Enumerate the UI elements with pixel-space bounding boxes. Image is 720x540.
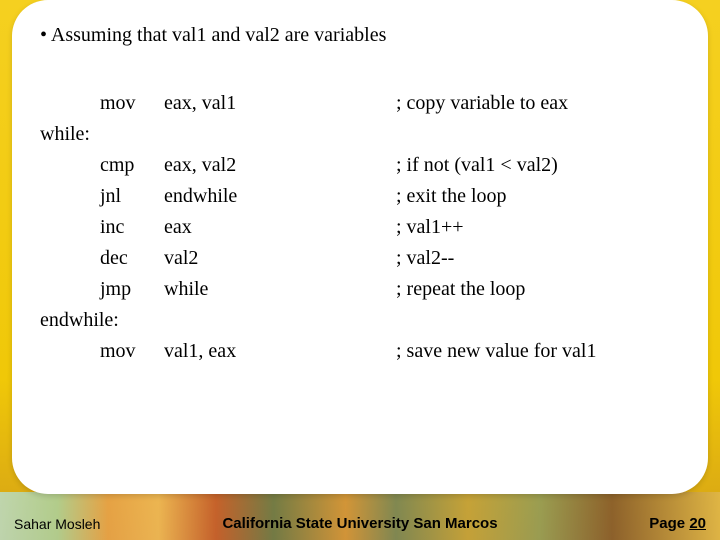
slide-heading: • Assuming that val1 and val2 are variab… xyxy=(40,22,680,48)
code-comment: ; exit the loop xyxy=(396,181,680,212)
code-row: jnlendwhile; exit the loop xyxy=(40,181,680,212)
footer-bar: Sahar Mosleh California State University… xyxy=(0,515,720,532)
code-mnemonic: dec xyxy=(100,243,164,274)
code-row: decval2; val2-- xyxy=(40,243,680,274)
code-operand: val1, eax xyxy=(164,336,396,367)
code-mnemonic: inc xyxy=(100,212,164,243)
code-comment: ; save new value for val1 xyxy=(396,336,680,367)
code-mnemonic: mov xyxy=(100,88,164,119)
code-mnemonic: mov xyxy=(100,336,164,367)
code-row: while: xyxy=(40,119,680,150)
code-row: movval1, eax; save new value for val1 xyxy=(40,336,680,367)
code-operand: while xyxy=(164,274,396,305)
code-row: inceax; val1++ xyxy=(40,212,680,243)
code-indent xyxy=(40,243,100,274)
code-mnemonic: jmp xyxy=(100,274,164,305)
code-operand: endwhile xyxy=(164,181,396,212)
code-comment: ; copy variable to eax xyxy=(396,88,680,119)
code-comment: ; if not (val1 < val2) xyxy=(396,150,680,181)
code-comment: ; repeat the loop xyxy=(396,274,680,305)
code-indent xyxy=(40,181,100,212)
code-mnemonic: cmp xyxy=(100,150,164,181)
code-row: cmpeax, val2; if not (val1 < val2) xyxy=(40,150,680,181)
code-label: endwhile: xyxy=(40,305,119,336)
footer-institution: California State University San Marcos xyxy=(222,515,497,532)
content-card: • Assuming that val1 and val2 are variab… xyxy=(12,0,708,494)
code-indent xyxy=(40,274,100,305)
code-operand: val2 xyxy=(164,243,396,274)
content-area: • Assuming that val1 and val2 are variab… xyxy=(12,0,708,387)
code-label: while: xyxy=(40,119,90,150)
code-indent xyxy=(40,336,100,367)
code-row: jmpwhile; repeat the loop xyxy=(40,274,680,305)
code-operand: eax, val2 xyxy=(164,150,396,181)
code-comment: ; val2-- xyxy=(396,243,680,274)
code-row: moveax, val1; copy variable to eax xyxy=(40,88,680,119)
code-indent xyxy=(40,88,100,119)
footer-page-prefix: Page xyxy=(649,515,689,532)
code-block: moveax, val1; copy variable to eaxwhile:… xyxy=(40,88,680,367)
code-operand: eax, val1 xyxy=(164,88,396,119)
code-row: endwhile: xyxy=(40,305,680,336)
footer-page-number: 20 xyxy=(689,515,706,532)
code-indent xyxy=(40,150,100,181)
footer-author: Sahar Mosleh xyxy=(14,516,100,532)
code-indent xyxy=(40,212,100,243)
footer-page: Page 20 xyxy=(649,515,706,532)
code-comment: ; val1++ xyxy=(396,212,680,243)
code-operand: eax xyxy=(164,212,396,243)
code-mnemonic: jnl xyxy=(100,181,164,212)
